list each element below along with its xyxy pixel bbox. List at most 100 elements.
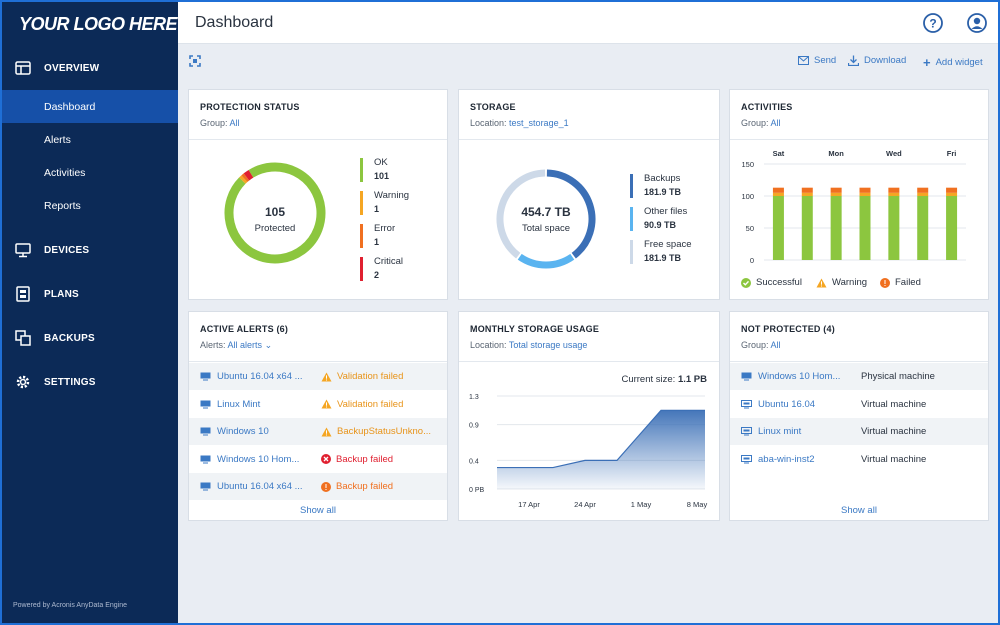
group-link[interactable]: All xyxy=(770,118,781,128)
location-filter: Location: test_storage_1 xyxy=(470,118,569,128)
virtual-machine-icon xyxy=(741,399,752,408)
table-row[interactable]: Linux mint Virtual machine xyxy=(730,418,988,445)
location-label: Location: xyxy=(470,118,507,128)
alert-status: Backup failed xyxy=(321,481,393,492)
legend-backups-marker xyxy=(630,174,633,198)
divider xyxy=(189,139,447,140)
warning-triangle-icon xyxy=(321,372,332,381)
device-name: Ubuntu 16.04 x64 ... xyxy=(217,481,303,492)
error-circle-icon xyxy=(321,481,331,492)
bar-warning xyxy=(917,192,929,196)
fullscreen-icon[interactable] xyxy=(189,54,201,72)
bar-failed xyxy=(888,187,900,193)
bar-warning xyxy=(946,192,958,196)
device-link[interactable]: Linux Mint xyxy=(200,399,260,410)
add-widget-label: Add widget xyxy=(935,57,983,68)
nav-settings[interactable]: SETTINGS xyxy=(2,360,178,404)
device-link[interactable]: Windows 10 Hom... xyxy=(200,454,299,465)
device-link[interactable]: Windows 10 Hom... xyxy=(741,371,840,382)
divider xyxy=(730,139,988,140)
bar-successful xyxy=(917,196,929,260)
table-row[interactable]: Linux Mint Validation failed xyxy=(189,391,447,418)
device-name: Windows 10 Hom... xyxy=(758,371,841,382)
table-row[interactable]: Ubuntu 16.04 x64 ... Backup failed xyxy=(189,473,447,500)
y-tick-label: 50 xyxy=(746,224,754,233)
bar-warning xyxy=(888,192,900,196)
bar-warning xyxy=(801,192,813,196)
device-link[interactable]: aba-win-inst2 xyxy=(741,454,815,465)
send-button[interactable]: Send xyxy=(798,55,836,66)
table-row[interactable]: Ubuntu 16.04 Virtual machine xyxy=(730,391,988,418)
legend-warning-label: Warning xyxy=(832,277,868,288)
nav-alerts[interactable]: Alerts xyxy=(44,133,71,146)
group-label: Group: xyxy=(200,118,228,128)
nav-reports[interactable]: Reports xyxy=(44,199,81,212)
backups-icon xyxy=(14,329,32,347)
alert-status-text: Backup failed xyxy=(336,481,394,492)
legend-error-marker xyxy=(360,224,363,248)
table-row[interactable]: Ubuntu 16.04 x64 ... Validation failed xyxy=(189,363,447,390)
nav-backups[interactable]: BACKUPS xyxy=(2,316,178,360)
monthly-area-chart: 0 PB 0.4 0.9 1.3 17 Apr 24 Apr 1 May 8 May xyxy=(469,394,707,509)
nav-devices-label: DEVICES xyxy=(44,244,90,256)
legend-failed: Failed xyxy=(880,277,921,288)
alerts-filter-label: Alerts: xyxy=(200,340,226,350)
table-row[interactable]: Windows 10 Hom... Physical machine xyxy=(730,363,988,390)
legend-other: Other files 90.9 TB xyxy=(644,206,687,230)
group-link[interactable]: All xyxy=(770,340,781,350)
help-icon[interactable]: ? xyxy=(922,12,944,34)
nav-overview[interactable]: OVERVIEW xyxy=(2,46,178,90)
location-link[interactable]: Total storage usage xyxy=(508,340,588,350)
download-icon xyxy=(848,55,859,66)
alert-status-text: Validation failed xyxy=(337,371,404,382)
device-link[interactable]: Linux mint xyxy=(741,426,801,437)
bar-warning xyxy=(772,192,784,196)
nav-activities[interactable]: Activities xyxy=(44,166,86,179)
gear-icon xyxy=(14,373,32,391)
nav-devices[interactable]: DEVICES xyxy=(2,228,178,272)
bar-failed xyxy=(859,187,871,193)
device-link[interactable]: Ubuntu 16.04 x64 ... xyxy=(200,371,303,382)
add-widget-button[interactable]: + Add widget xyxy=(923,55,983,70)
storage-total-label: Total space xyxy=(521,223,571,234)
device-link[interactable]: Ubuntu 16.04 x64 ... xyxy=(200,481,303,492)
x-tick-label: Sat xyxy=(773,149,785,158)
monthly-storage-widget: MONTHLY STORAGE USAGE Location: Total st… xyxy=(458,311,720,521)
not-protected-show-all[interactable]: Show all xyxy=(841,505,877,516)
alert-status-text: Validation failed xyxy=(337,398,404,410)
donut-slice-backups xyxy=(546,169,596,259)
alerts-filter: Alerts: All alerts ⌄ xyxy=(200,340,272,351)
alerts-filter-dropdown[interactable]: All alerts ⌄ xyxy=(228,340,273,350)
logo: YOUR LOGO HERE xyxy=(19,13,178,34)
legend-ok-label: OK xyxy=(374,157,388,168)
virtual-machine-icon xyxy=(741,427,752,436)
monitor-icon xyxy=(741,372,752,381)
widget-title: MONTHLY STORAGE USAGE xyxy=(470,324,600,334)
nav-plans[interactable]: PLANS xyxy=(2,272,178,316)
legend-error: Error 1 xyxy=(374,223,395,247)
table-row[interactable]: aba-win-inst2 Virtual machine xyxy=(730,446,988,473)
device-link[interactable]: Windows 10 xyxy=(200,426,269,437)
y-tick-label: 0 xyxy=(750,256,754,265)
alerts-show-all[interactable]: Show all xyxy=(300,505,336,516)
device-name: Windows 10 Hom... xyxy=(217,453,300,465)
user-icon[interactable] xyxy=(966,12,988,34)
check-circle-icon xyxy=(741,277,751,288)
download-button[interactable]: Download xyxy=(848,55,906,66)
bar-failed xyxy=(772,187,784,193)
monitor-icon xyxy=(200,372,211,381)
warning-triangle-icon xyxy=(321,427,332,436)
legend-successful-label: Successful xyxy=(756,277,802,288)
group-link[interactable]: All xyxy=(229,118,240,128)
table-row[interactable]: Windows 10 BackupStatusUnkno... xyxy=(189,418,447,445)
table-row[interactable]: Windows 10 Hom... Backup failed xyxy=(189,446,447,473)
machine-type: Virtual machine xyxy=(861,426,927,437)
legend-error-value: 1 xyxy=(374,237,380,247)
location-link[interactable]: test_storage_1 xyxy=(509,118,569,128)
device-link[interactable]: Ubuntu 16.04 xyxy=(741,399,815,410)
nav-dashboard[interactable]: Dashboard xyxy=(2,90,178,123)
legend-backups-label: Backups xyxy=(644,173,681,184)
legend-other-marker xyxy=(630,207,633,231)
bar-failed xyxy=(801,187,813,193)
